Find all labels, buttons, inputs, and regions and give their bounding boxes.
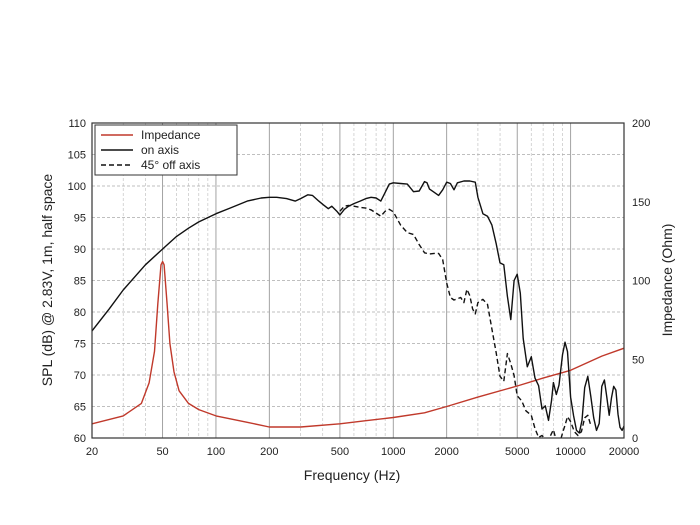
y-tick-label: 105 bbox=[68, 150, 86, 162]
legend: Impedance on axis 45° off axis bbox=[94, 124, 238, 176]
x-tick-label: 1000 bbox=[381, 446, 405, 458]
y-tick-label: 80 bbox=[74, 307, 86, 319]
x-tick-label: 200 bbox=[260, 446, 278, 458]
y2-tick-label: 0 bbox=[632, 433, 638, 445]
legend-label-off-axis: 45° off axis bbox=[141, 158, 200, 172]
y2-axis-label: Impedance (Ohm) bbox=[659, 224, 675, 337]
x-tick-label: 500 bbox=[331, 446, 349, 458]
x-tick-label: 2000 bbox=[434, 446, 458, 458]
x-axis-label: Frequency (Hz) bbox=[304, 467, 400, 483]
y2-tick-label: 100 bbox=[632, 276, 650, 288]
x-tick-label: 20000 bbox=[609, 446, 640, 458]
y2-tick-label: 150 bbox=[632, 197, 650, 209]
x-tick-labels: 20 50 100 200 500 1000 2000 5000 10000 20000 bbox=[86, 446, 639, 458]
y2-tick-labels: 0 50 100 150 200 bbox=[632, 118, 650, 445]
y-tick-label: 100 bbox=[68, 181, 86, 193]
y-tick-label: 85 bbox=[74, 276, 86, 288]
y-tick-label: 70 bbox=[74, 370, 86, 382]
y-tick-label: 75 bbox=[74, 339, 86, 351]
y-tick-label: 90 bbox=[74, 244, 86, 256]
legend-label-on-axis: on axis bbox=[141, 143, 179, 157]
plot-frame bbox=[91, 122, 625, 439]
y-tick-label: 65 bbox=[74, 402, 86, 414]
series-line-on-axis bbox=[92, 180, 624, 434]
y-tick-label: 95 bbox=[74, 213, 86, 225]
x-tick-label: 5000 bbox=[505, 446, 529, 458]
series-line-impedance bbox=[92, 260, 624, 428]
y-tick-labels: 60 65 70 75 80 85 90 95 100 105 110 bbox=[68, 118, 86, 445]
y2-tick-label: 50 bbox=[632, 354, 644, 366]
y-axis-label: SPL (dB) @ 2.83V, 1m, half space bbox=[39, 174, 55, 387]
legend-label-impedance: Impedance bbox=[141, 128, 201, 142]
y-tick-label: 60 bbox=[74, 433, 86, 445]
series-layer bbox=[92, 180, 624, 438]
x-tick-label: 100 bbox=[207, 446, 225, 458]
series-line-45-off-axis bbox=[339, 204, 592, 438]
x-tick-label: 20 bbox=[86, 446, 98, 458]
y-tick-label: 110 bbox=[68, 118, 86, 130]
y2-tick-label: 200 bbox=[632, 118, 650, 130]
x-tick-label: 10000 bbox=[555, 446, 586, 458]
x-tick-label: 50 bbox=[156, 446, 168, 458]
